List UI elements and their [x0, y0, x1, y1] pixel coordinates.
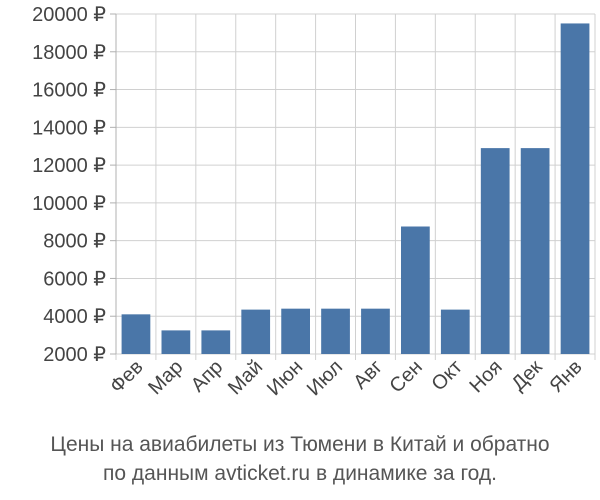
bars: [121, 23, 590, 354]
x-tick-label: Мар: [144, 356, 187, 399]
x-tick-label: Фев: [106, 356, 148, 398]
bar-5: [281, 308, 310, 354]
bar-9: [440, 309, 470, 354]
bar-7: [361, 308, 390, 354]
bar-6: [321, 308, 350, 354]
x-tick-label: Июл: [303, 356, 347, 400]
bar-1: [121, 314, 151, 354]
bar-2: [161, 330, 191, 354]
x-tick-label: Окт: [427, 356, 466, 395]
x-tick-label: Май: [224, 356, 267, 399]
x-tick-label: Дек: [507, 356, 546, 395]
bar-8: [401, 226, 430, 354]
bar-12: [560, 23, 590, 354]
bar-11: [520, 148, 550, 354]
x-tick-label: Авг: [349, 356, 387, 394]
x-tick-label: Июн: [263, 356, 307, 400]
bar-4: [241, 309, 271, 354]
y-tick-label: 12000 ₽: [32, 155, 106, 177]
bar-3: [201, 330, 231, 354]
y-tick-label: 10000 ₽: [32, 193, 106, 215]
y-tick-label: 2000 ₽: [43, 344, 106, 366]
caption-line-1: Цены на авиабилеты из Тюмени в Китай и о…: [50, 433, 550, 456]
x-tick-label: Ноя: [465, 356, 506, 397]
y-tick-labels: 2000 ₽ 4000 ₽ 6000 ₽ 8000 ₽ 10000 ₽ 12000 ₽ 14…: [32, 4, 106, 366]
bar-10: [480, 148, 510, 354]
y-tick-label: 20000 ₽: [32, 4, 106, 26]
x-tick-label: Апр: [187, 356, 228, 397]
x-tick-label: Сен: [385, 356, 426, 397]
caption-line-2: по данным avticket.ru в динамике за год.: [103, 462, 497, 485]
x-tick-label: Янв: [545, 356, 586, 397]
chart-caption: Цены на авиабилеты из Тюмени в Китай и о…: [0, 430, 600, 488]
y-tick-label: 18000 ₽: [32, 42, 106, 64]
y-tick-label: 16000 ₽: [32, 80, 106, 102]
y-tick-label: 8000 ₽: [43, 231, 106, 253]
axes: [110, 13, 117, 355]
y-tick-label: 6000 ₽: [43, 268, 106, 290]
y-tick-label: 14000 ₽: [32, 117, 106, 139]
price-bar-chart: 2000 ₽ 4000 ₽ 6000 ₽ 8000 ₽ 10000 ₽ 12000 ₽ 14…: [32, 4, 596, 400]
y-tick-label: 4000 ₽: [43, 306, 106, 328]
